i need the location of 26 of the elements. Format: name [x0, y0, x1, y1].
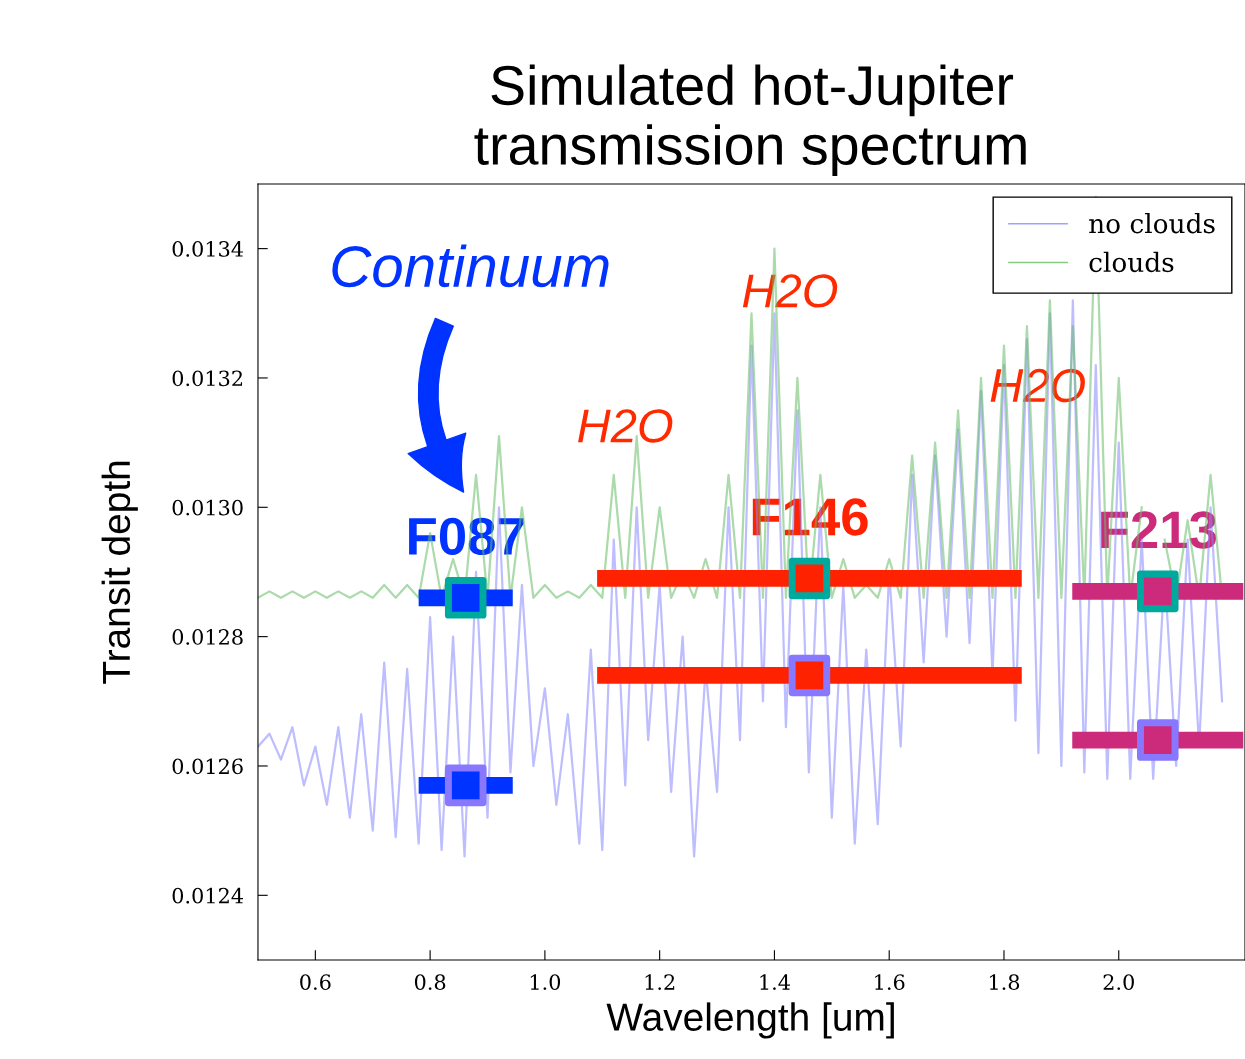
- x-tick-label: 1.4: [760, 974, 790, 990]
- annotation: H2O: [742, 274, 838, 308]
- x-tick-label: 1.6: [875, 974, 905, 990]
- legend-label: clouds: [1089, 251, 1174, 273]
- legend-label: no clouds: [1089, 212, 1215, 234]
- annotation: Continuum: [332, 244, 609, 288]
- x-tick-label: 1.0: [530, 974, 561, 990]
- annotation: H2O: [578, 409, 673, 443]
- x-tick-label: 1.2: [645, 974, 675, 990]
- x-tick-label: 2.0: [1103, 974, 1134, 990]
- y-tick-label: 0.0132: [172, 370, 243, 387]
- y-tick-label: 0.0130: [172, 499, 243, 516]
- chart-title: Simulated hot-Jupiter transmission spectrum: [474, 64, 1026, 177]
- x-axis-title: Wavelength [um]: [606, 1002, 894, 1039]
- y-tick-label: 0.0134: [172, 241, 244, 257]
- x-tick-label: 0.8: [414, 974, 446, 990]
- annotation: F146: [752, 498, 868, 536]
- y-tick-label: 0.0128: [172, 629, 243, 645]
- annotation: F087: [409, 517, 524, 556]
- x-tick-label: 0.6: [300, 974, 331, 990]
- annotation: F213: [1101, 511, 1217, 549]
- y-axis-title: Transit depth: [101, 461, 138, 684]
- y-tick-label: 0.0124: [172, 887, 244, 904]
- annotation: H2O: [990, 368, 1085, 403]
- x-tick-label: 1.8: [989, 974, 1020, 990]
- y-tick-label: 0.0126: [172, 758, 243, 775]
